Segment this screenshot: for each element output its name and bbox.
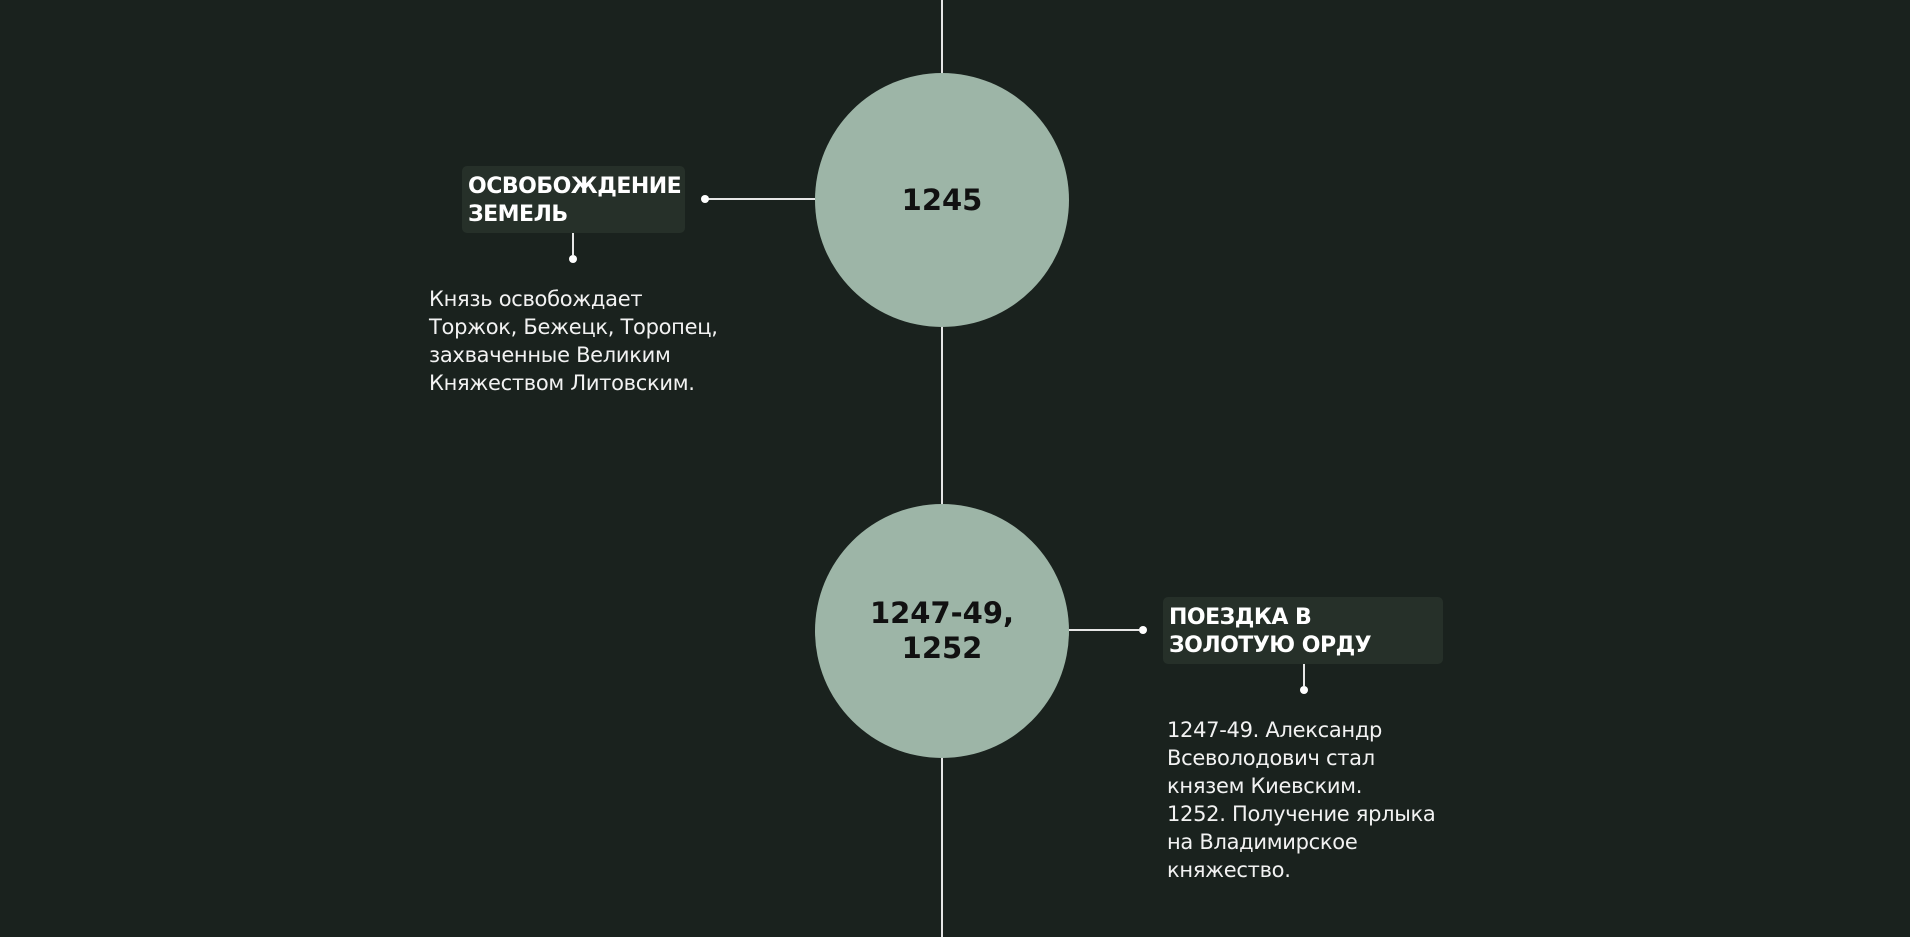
event-2-description-line-2: 1252. Получение ярлыка на Владимирское к… xyxy=(1167,802,1436,882)
event-1-connector-dot xyxy=(701,195,709,203)
event-2-title-connector xyxy=(1303,664,1305,686)
event-1-description: Князь освобождает Торжок, Бежецк, Торопе… xyxy=(429,287,718,395)
event-2-description: 1247-49. Александр Всеволодович стал кня… xyxy=(1167,716,1457,884)
year-circle-1245: 1245 xyxy=(815,73,1069,327)
event-1-title-dot xyxy=(569,255,577,263)
event-2-description-line-1: 1247-49. Александр Всеволодович стал кня… xyxy=(1167,718,1383,798)
timeline-axis xyxy=(941,0,943,937)
event-2-title-dot xyxy=(1300,686,1308,694)
year-circle-1247-1252: 1247-49, 1252 xyxy=(815,504,1069,758)
event-1-title-connector xyxy=(572,233,574,255)
event-1-title: ОСВОБОЖДЕНИЕ ЗЕМЕЛЬ xyxy=(462,166,685,233)
event-2-connector-dot xyxy=(1139,626,1147,634)
event-2-title: ПОЕЗДКА В ЗОЛОТУЮ ОРДУ xyxy=(1163,597,1443,664)
event-1-connector xyxy=(707,198,815,200)
event-2-connector xyxy=(1069,629,1139,631)
